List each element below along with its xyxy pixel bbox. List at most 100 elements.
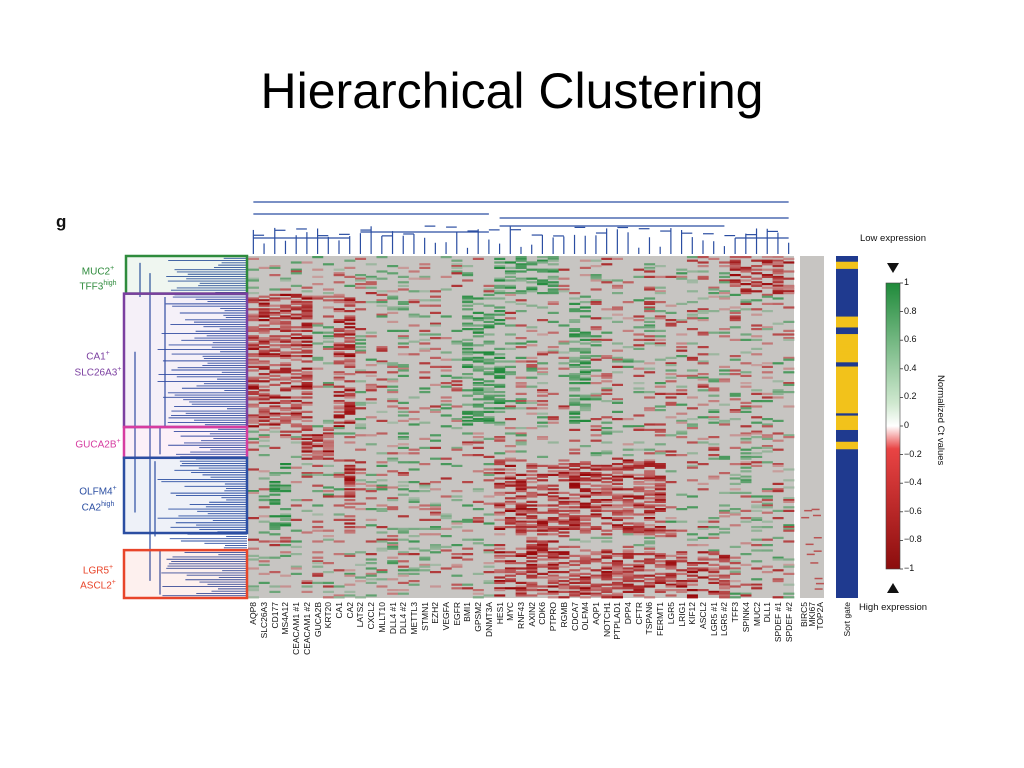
heatmap-cell — [697, 373, 709, 376]
heatmap-cell — [579, 365, 591, 368]
heatmap-cell — [504, 301, 516, 304]
heatmap-cell — [419, 490, 431, 493]
heatmap-cell — [344, 302, 356, 305]
heatmap-cell — [301, 290, 313, 293]
heatmap-cell — [601, 504, 613, 507]
heatmap-cell — [504, 405, 516, 408]
heatmap-cell — [740, 479, 752, 482]
heatmap-cell — [483, 342, 495, 345]
heatmap-cell — [665, 583, 677, 586]
heatmap-cell — [472, 392, 484, 395]
heatmap-cell — [719, 576, 731, 579]
heatmap-cell — [612, 477, 624, 480]
heatmap-cell — [355, 434, 367, 437]
heatmap-cell — [708, 590, 720, 593]
heatmap-cell — [590, 464, 602, 467]
heatmap-cell — [590, 396, 602, 399]
heatmap-cell — [462, 279, 474, 282]
heatmap-cell — [472, 302, 484, 305]
heatmap-cell — [601, 572, 613, 575]
heatmap-cell — [569, 511, 581, 514]
heatmap-cell — [280, 436, 292, 439]
heatmap-cell — [569, 592, 581, 595]
heatmap-cell — [365, 562, 377, 565]
heatmap-cell — [783, 270, 795, 273]
heatmap-cell — [772, 290, 784, 293]
heatmap-cell — [472, 344, 484, 347]
heatmap-cell — [772, 261, 784, 264]
heatmap-cell — [387, 457, 399, 460]
gene-label: EZH2 — [430, 602, 441, 624]
heatmap-cell — [494, 459, 506, 462]
heatmap-cell — [462, 587, 474, 590]
heatmap-cell — [612, 430, 624, 433]
heatmap-cell — [451, 448, 463, 451]
heatmap-cell — [644, 490, 656, 493]
heatmap-cell — [397, 342, 409, 345]
heatmap-cell — [644, 470, 656, 473]
heatmap-cell — [333, 293, 345, 296]
heatmap-cell — [430, 299, 442, 302]
heatmap-cell — [654, 409, 666, 412]
heatmap-cell — [269, 274, 281, 277]
heatmap-cell — [397, 488, 409, 491]
heatmap-cell — [355, 380, 367, 383]
heatmap-cell — [590, 560, 602, 563]
heatmap-cell — [355, 488, 367, 491]
heatmap-cell — [397, 353, 409, 356]
colorbar-tick-label: −0.2 — [904, 448, 922, 459]
heatmap-cell — [729, 571, 741, 574]
heatmap-cell — [494, 544, 506, 547]
heatmap-cell — [280, 329, 292, 332]
heatmap-cell — [376, 256, 388, 259]
heatmap-cell — [526, 473, 538, 476]
heatmap-cell — [697, 261, 709, 264]
heatmap-cell — [269, 544, 281, 547]
heatmap-cell — [569, 358, 581, 361]
heatmap-cell — [248, 396, 260, 399]
heatmap-cell — [408, 353, 420, 356]
heatmap-cell — [333, 596, 345, 599]
heatmap-cell — [258, 410, 270, 413]
heatmap-cell — [569, 479, 581, 482]
heatmap-cell — [387, 389, 399, 392]
heatmap-cell — [472, 418, 484, 421]
heatmap-cell — [654, 358, 666, 361]
heatmap-cell — [355, 508, 367, 511]
heatmap-cell — [397, 365, 409, 368]
heatmap-cell — [601, 450, 613, 453]
heatmap-cell — [430, 533, 442, 536]
heatmap-cell — [494, 279, 506, 282]
heatmap-cell — [547, 470, 559, 473]
heatmap-cell — [697, 319, 709, 322]
heatmap-cell — [761, 461, 773, 464]
heatmap-cell — [579, 342, 591, 345]
heatmap-cell — [280, 369, 292, 372]
heatmap-cell — [569, 403, 581, 406]
heatmap-cell — [472, 356, 484, 359]
heatmap-cell — [258, 497, 270, 500]
heatmap-cell — [644, 286, 656, 289]
heatmap-cell — [290, 351, 302, 354]
heatmap-cell — [419, 299, 431, 302]
heatmap-cell — [579, 445, 591, 448]
heatmap-cell — [569, 569, 581, 572]
heatmap-cell — [601, 529, 613, 532]
heatmap-cell — [644, 596, 656, 599]
heatmap-cell — [526, 340, 538, 343]
heatmap-cell — [783, 572, 795, 575]
heatmap-cell — [772, 490, 784, 493]
heatmap-cell — [729, 491, 741, 494]
heatmap-cell — [248, 369, 260, 372]
heatmap-cell — [569, 333, 581, 336]
heatmap-cell — [772, 470, 784, 473]
heatmap-cell — [708, 551, 720, 554]
heatmap-cell — [697, 360, 709, 363]
heatmap-cell — [537, 540, 549, 543]
heatmap-cell — [301, 373, 313, 376]
heatmap-cell — [612, 371, 624, 374]
heatmap-cell — [290, 540, 302, 543]
heatmap-cell — [269, 340, 281, 343]
heatmap-cell — [301, 340, 313, 343]
heatmap-cell — [772, 265, 784, 268]
